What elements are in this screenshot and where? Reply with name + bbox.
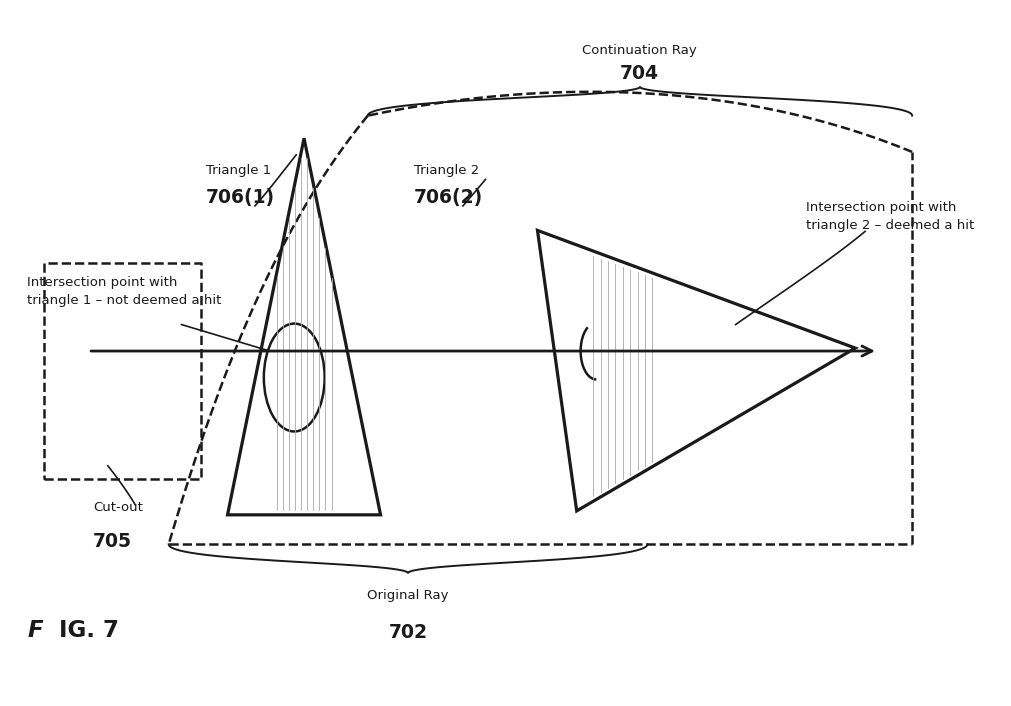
Text: 706(2): 706(2) xyxy=(413,188,482,207)
Text: 706(1): 706(1) xyxy=(206,188,275,207)
Text: Intersection point with
triangle 2 – deemed a hit: Intersection point with triangle 2 – dee… xyxy=(806,201,974,232)
Text: Intersection point with
triangle 1 – not deemed a hit: Intersection point with triangle 1 – not… xyxy=(27,275,221,306)
Text: Triangle 1: Triangle 1 xyxy=(206,164,271,177)
Text: F: F xyxy=(27,619,43,642)
Text: 705: 705 xyxy=(93,532,132,551)
Text: IG. 7: IG. 7 xyxy=(59,619,118,642)
Text: Cut-out: Cut-out xyxy=(93,501,143,514)
Text: 702: 702 xyxy=(388,623,427,642)
Text: Original Ray: Original Ray xyxy=(367,590,448,602)
Text: Continuation Ray: Continuation Ray xyxy=(581,44,697,56)
Text: Triangle 2: Triangle 2 xyxy=(413,164,478,177)
Text: 704: 704 xyxy=(620,64,658,83)
